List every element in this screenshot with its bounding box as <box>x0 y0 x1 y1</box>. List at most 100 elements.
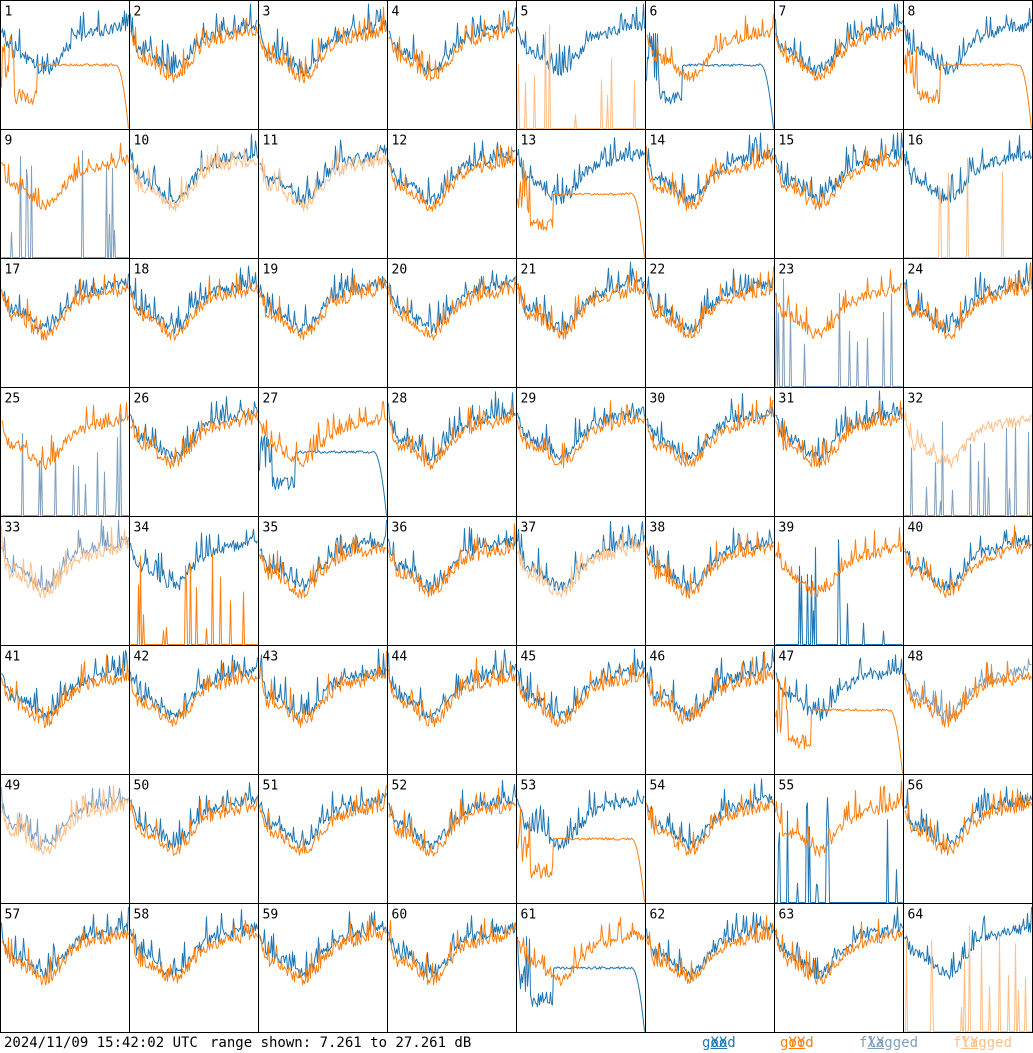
panel-label-15: 15 <box>779 134 795 149</box>
series-yy-58 <box>130 920 258 984</box>
series-yy-55 <box>775 780 903 857</box>
series-yy-60 <box>388 918 516 986</box>
panel-label-43: 43 <box>263 650 279 665</box>
panel-label-6: 6 <box>650 5 658 20</box>
panel-9 <box>0 129 130 259</box>
panel-label-19: 19 <box>263 263 279 278</box>
series-xx-52 <box>388 779 516 850</box>
legend-flagged-xx: flagged XX <box>859 1035 919 1051</box>
panel-label-22: 22 <box>650 263 666 278</box>
panel-15 <box>774 129 904 259</box>
series-yy-21 <box>517 270 645 340</box>
panel-label-25: 25 <box>5 392 21 407</box>
panel-36 <box>387 516 517 646</box>
series-yy-10 <box>130 144 258 212</box>
panel-29 <box>516 387 646 517</box>
series-yy-5 <box>517 25 645 129</box>
panel-12 <box>387 129 517 259</box>
panel-22 <box>645 258 775 388</box>
series-yy-61 <box>517 917 645 986</box>
series-yy-8 <box>904 46 1032 129</box>
panel-31 <box>774 387 904 517</box>
panel-14 <box>645 129 775 259</box>
panel-label-11: 11 <box>263 134 279 149</box>
series-yy-36 <box>388 523 516 598</box>
series-xx-61 <box>517 936 645 1032</box>
panel-label-39: 39 <box>779 521 795 536</box>
series-xx-10 <box>130 133 258 205</box>
panel-44 <box>387 645 517 775</box>
panel-label-8: 8 <box>908 5 916 20</box>
legend-good-yy: good YY <box>780 1035 814 1051</box>
panel-label-55: 55 <box>779 779 795 794</box>
series-yy-12 <box>388 144 516 212</box>
panel-label-24: 24 <box>908 263 924 278</box>
series-yy-47 <box>775 676 903 774</box>
panel-label-9: 9 <box>5 134 13 149</box>
panel-45 <box>516 645 646 775</box>
series-xx-50 <box>130 782 258 850</box>
series-xx-39 <box>775 539 903 645</box>
panel-label-45: 45 <box>521 650 537 665</box>
panel-51 <box>258 774 388 904</box>
series-xx-11 <box>259 139 387 206</box>
series-yy-18 <box>130 272 258 341</box>
panel-label-60: 60 <box>392 908 408 923</box>
series-yy-15 <box>775 144 903 211</box>
series-yy-2 <box>130 17 258 83</box>
series-xx-60 <box>388 915 516 978</box>
series-xx-47 <box>775 654 903 721</box>
panel-48 <box>903 645 1033 775</box>
panel-label-40: 40 <box>908 521 924 536</box>
series-xx-9 <box>1 150 129 258</box>
series-xx-63 <box>775 906 903 979</box>
series-xx-40 <box>904 529 1032 591</box>
panel-label-21: 21 <box>521 263 537 278</box>
series-xx-35 <box>259 519 387 592</box>
panel-43 <box>258 645 388 775</box>
footer: 2024/11/09 15:42:02 UTC range shown: 7.2… <box>0 1033 1033 1053</box>
panel-label-14: 14 <box>650 134 666 149</box>
panel-49 <box>0 774 130 904</box>
panel-label-48: 48 <box>908 650 924 665</box>
panel-26 <box>129 387 259 517</box>
series-yy-59 <box>259 915 387 985</box>
panel-2 <box>129 0 259 130</box>
panel-label-35: 35 <box>263 521 279 536</box>
panel-34 <box>129 516 259 646</box>
panel-label-63: 63 <box>779 908 795 923</box>
panel-59 <box>258 903 388 1033</box>
panel-38 <box>645 516 775 646</box>
panel-label-26: 26 <box>134 392 150 407</box>
panel-10 <box>129 129 259 259</box>
panel-4 <box>387 0 517 130</box>
series-xx-6 <box>646 32 774 129</box>
panel-54 <box>645 774 775 904</box>
series-yy-33 <box>1 525 129 599</box>
panel-52 <box>387 774 517 904</box>
series-yy-25 <box>1 402 129 470</box>
series-yy-51 <box>259 785 387 856</box>
panel-33 <box>0 516 130 646</box>
panel-label-37: 37 <box>521 521 537 536</box>
panel-11 <box>258 129 388 259</box>
series-yy-54 <box>646 789 774 856</box>
panel-30 <box>645 387 775 517</box>
timestamp: 2024/11/09 15:42:02 UTC <box>4 1035 198 1051</box>
panel-label-7: 7 <box>779 5 787 20</box>
panel-55 <box>774 774 904 904</box>
panel-label-64: 64 <box>908 908 924 923</box>
panel-label-23: 23 <box>779 263 795 278</box>
series-yy-44 <box>388 657 516 728</box>
panel-label-57: 57 <box>5 908 21 923</box>
series-yy-35 <box>259 533 387 599</box>
panel-label-3: 3 <box>263 5 271 20</box>
series-xx-23 <box>775 278 903 387</box>
legend-good-xx: good XX <box>702 1035 736 1051</box>
series-yy-43 <box>259 650 387 728</box>
panel-5 <box>516 0 646 130</box>
series-yy-40 <box>904 525 1032 598</box>
panel-17 <box>0 258 130 388</box>
series-yy-19 <box>259 274 387 341</box>
